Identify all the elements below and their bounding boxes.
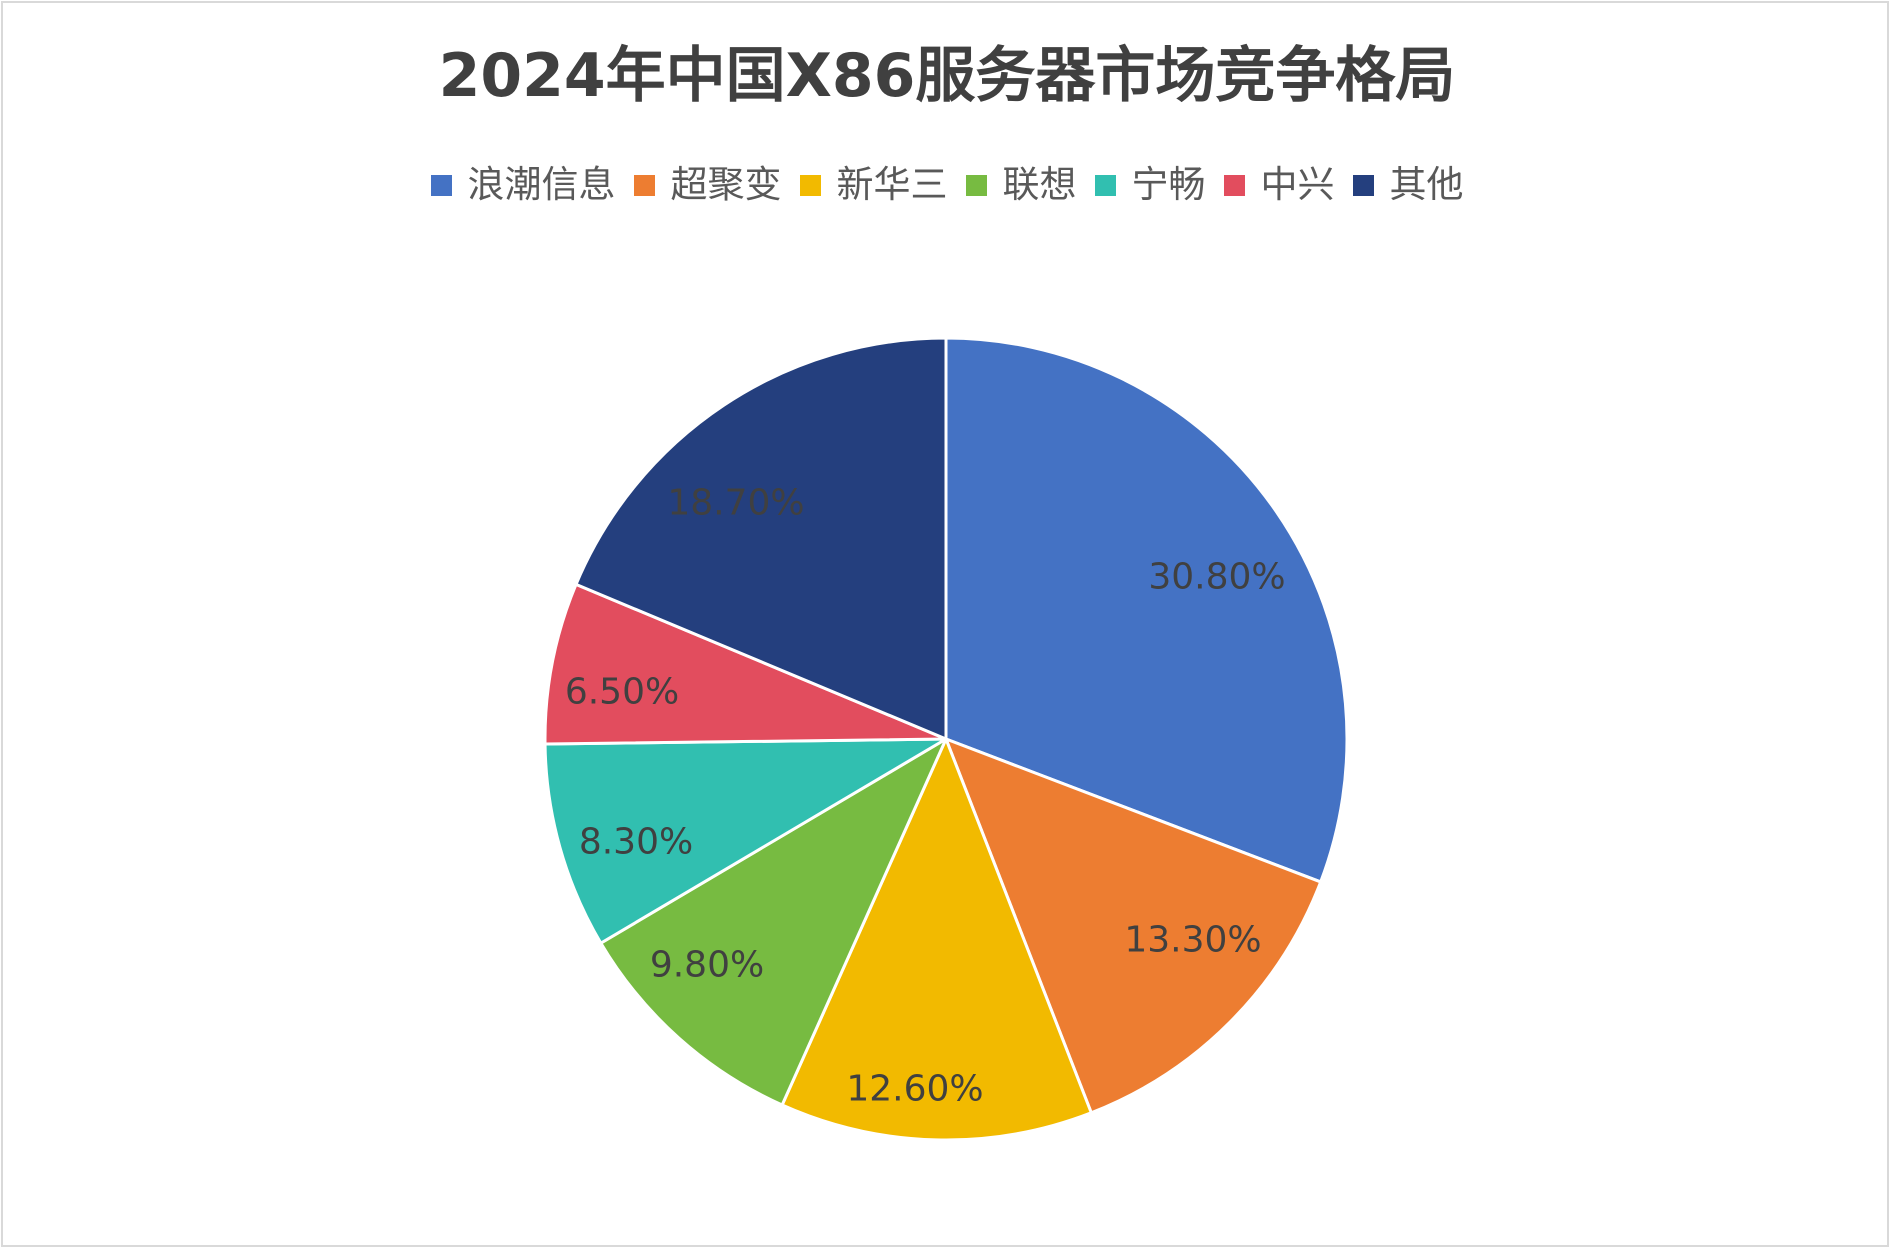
data-labels: 30.80% 13.30% 12.60% 9.80% 8.30% 6.50% 18.70% [565,483,1286,1110]
legend-item-zte[interactable]: 中兴 [1223,160,1335,210]
pie-slice-5[interactable] [543,737,948,945]
legend-swatch-icon [1094,174,1116,196]
legend-label: 其他 [1389,163,1464,206]
legend-item-others[interactable]: 其他 [1352,160,1464,210]
legend-swatch-icon [965,174,987,196]
slice-value-label: 30.80% [1148,557,1285,598]
pie-slice-1[interactable] [944,336,1349,884]
pie-slice-4[interactable] [599,737,948,1107]
slice-value-label: 8.30% [579,822,693,863]
legend-item-xfusion[interactable]: 超聚变 [633,160,782,210]
legend-label: 联想 [1002,163,1077,206]
legend-swatch-icon [799,174,821,196]
legend-label: 宁畅 [1131,163,1206,206]
pie-slice-3[interactable] [780,737,1093,1142]
pie-slices [543,336,1349,1142]
slice-value-label: 9.80% [650,945,764,986]
legend-item-h3c[interactable]: 新华三 [799,160,948,210]
legend-item-inspur[interactable]: 浪潮信息 [430,160,616,210]
legend-label: 中兴 [1260,163,1335,206]
legend-label: 新华三 [836,163,948,206]
legend-swatch-icon [1223,174,1245,196]
legend-swatch-icon [430,174,452,196]
legend-item-nettrix[interactable]: 宁畅 [1094,160,1206,210]
slice-value-label: 12.60% [846,1069,983,1110]
chart-legend: 浪潮信息 超聚变 新华三 联想 宁畅 中兴 其他 [0,160,1894,210]
slice-value-label: 6.50% [565,672,679,713]
legend-swatch-icon [1352,174,1374,196]
pie-slice-2[interactable] [944,737,1323,1115]
chart-title: 2024年中国X86服务器市场竞争格局 [438,41,1456,111]
pie-slice-7[interactable] [574,336,948,741]
slice-value-label: 13.30% [1124,920,1261,961]
legend-label: 浪潮信息 [467,163,616,206]
legend-item-lenovo[interactable]: 联想 [965,160,1077,210]
legend-label: 超聚变 [670,163,782,206]
pie-slice-6[interactable] [543,582,948,746]
legend-swatch-icon [633,174,655,196]
slice-value-label: 18.70% [667,483,804,524]
